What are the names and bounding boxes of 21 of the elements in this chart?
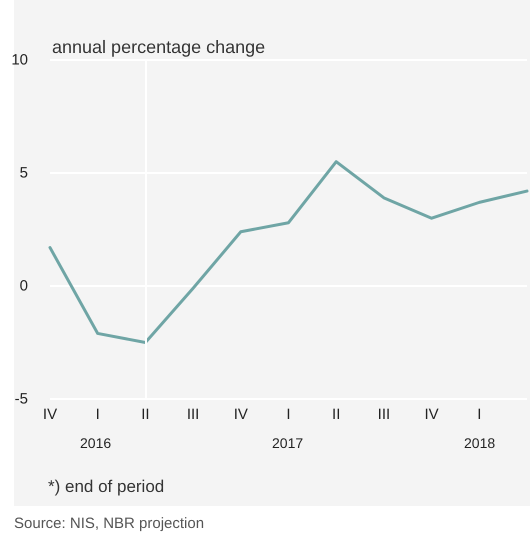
x-tick-label: III — [186, 406, 200, 423]
text: 2018 — [464, 435, 496, 451]
y-tick-label: 0 — [20, 278, 28, 294]
x-tick-label: I — [477, 406, 482, 423]
y-tick-label: 10 — [11, 52, 28, 68]
x-tick-label: I — [96, 406, 100, 423]
x-tick-label: I — [286, 406, 291, 423]
line-series — [48, 160, 528, 344]
y-tick-label: 5 — [20, 164, 28, 182]
text: 2017 — [272, 435, 304, 451]
text: *) end of period — [48, 477, 164, 496]
x-tick-label: II — [332, 406, 340, 423]
y-axis-title: annual percentage change — [52, 37, 266, 57]
x-tick-label: IV — [234, 406, 248, 423]
text: 2016 — [80, 435, 112, 451]
source-note: Source: NIS, NBR projection — [14, 515, 204, 532]
x-tick-label: IV — [424, 406, 439, 423]
x-tick-label: II — [141, 406, 150, 423]
x-tick-label: III — [378, 406, 390, 423]
x-tick-label: IV — [42, 406, 58, 423]
y-tick-label: -5 — [14, 390, 28, 408]
